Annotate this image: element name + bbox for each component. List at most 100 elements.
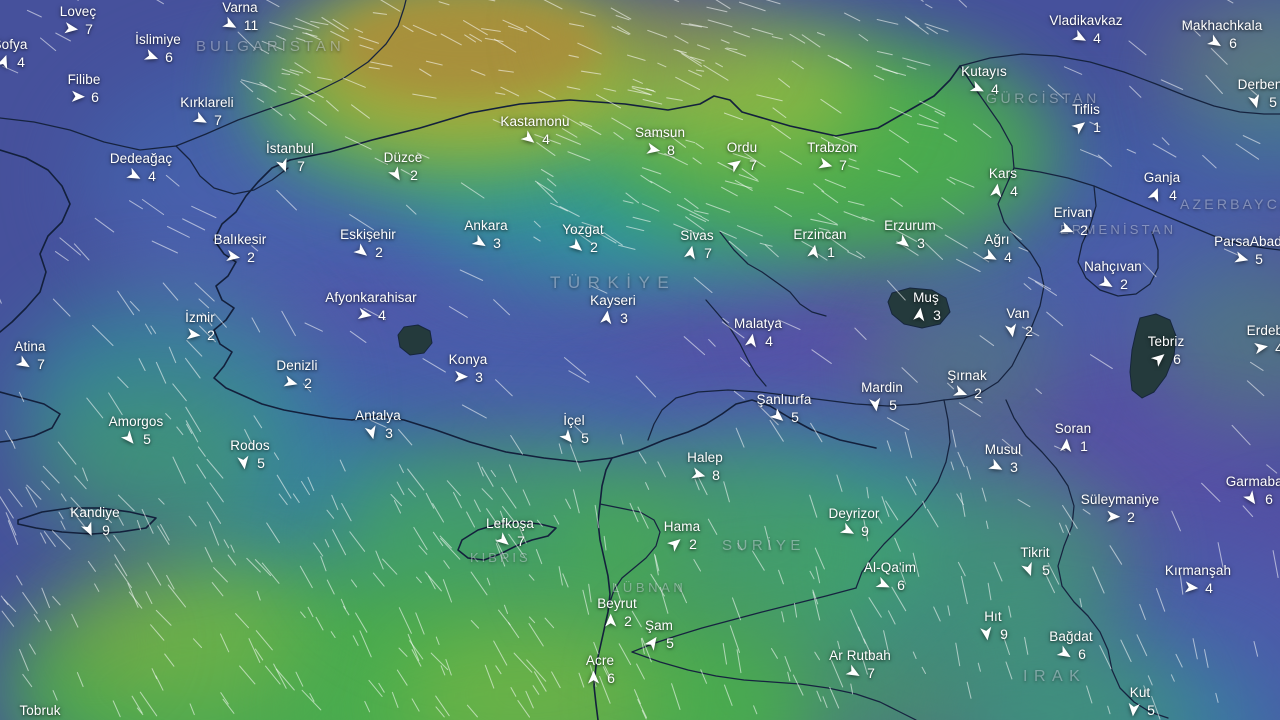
city-wind-marker[interactable]: Trabzon 7 bbox=[807, 140, 857, 173]
city-wind-marker[interactable]: İstanbul 7 bbox=[266, 141, 314, 174]
city-wind-marker[interactable]: Vladikavkaz 4 bbox=[1049, 13, 1122, 46]
wind-streak bbox=[435, 695, 450, 717]
city-wind-marker[interactable]: Ordu 7 bbox=[727, 140, 757, 173]
wind-streak bbox=[522, 489, 531, 506]
city-wind-marker[interactable]: Musul 3 bbox=[985, 442, 1022, 475]
wind-streak bbox=[894, 537, 901, 552]
wind-streak bbox=[525, 25, 550, 41]
city-wind-marker[interactable]: Tebriz 6 bbox=[1148, 334, 1185, 367]
city-wind-marker[interactable]: Kutayıs 4 bbox=[961, 64, 1007, 97]
wind-streak bbox=[666, 97, 683, 101]
city-wind-marker[interactable]: Şam 5 bbox=[644, 618, 674, 651]
city-wind-marker[interactable]: Muş 3 bbox=[911, 290, 941, 323]
city-wind-marker[interactable]: Şanlıurfa 5 bbox=[757, 392, 812, 425]
city-wind-marker[interactable]: Dedeağaç 4 bbox=[110, 151, 172, 184]
city-wind-marker[interactable]: Sivas 7 bbox=[680, 228, 714, 261]
wind-streak bbox=[315, 616, 324, 631]
city-name-label: Ankara bbox=[464, 218, 508, 233]
wind-streak bbox=[156, 0, 164, 5]
city-wind-marker[interactable]: Erdebil4 bbox=[1247, 323, 1280, 356]
city-wind-marker[interactable]: Ar Rutbah 7 bbox=[829, 648, 891, 681]
city-wind-marker[interactable]: Makhachkala 6 bbox=[1182, 18, 1263, 51]
wind-reading-row: 6 bbox=[1148, 350, 1185, 367]
wind-streak bbox=[22, 673, 33, 688]
city-wind-marker[interactable]: Tikrit 5 bbox=[1020, 545, 1050, 578]
city-wind-marker[interactable]: Filibe 6 bbox=[68, 72, 101, 105]
city-wind-marker[interactable]: Loveç 7 bbox=[60, 4, 97, 37]
city-wind-marker[interactable]: İzmir 2 bbox=[185, 310, 215, 343]
wind-streak bbox=[185, 420, 199, 443]
city-wind-marker[interactable]: Malatya 4 bbox=[734, 316, 782, 349]
city-wind-marker[interactable]: Samsun 8 bbox=[635, 125, 685, 158]
city-wind-marker[interactable]: Van 2 bbox=[1003, 306, 1033, 339]
city-wind-marker[interactable]: Erzincan 1 bbox=[793, 227, 846, 260]
city-wind-marker[interactable]: Tiflis 1 bbox=[1071, 102, 1101, 135]
city-wind-marker[interactable]: Bağdat 6 bbox=[1049, 629, 1092, 662]
city-wind-marker[interactable]: Eskişehir 2 bbox=[340, 227, 396, 260]
city-wind-marker[interactable]: Derbent5 bbox=[1238, 77, 1280, 110]
city-wind-marker[interactable]: Lefkoşa 7 bbox=[486, 516, 534, 549]
city-wind-marker[interactable]: Varna 11 bbox=[222, 0, 258, 33]
wind-streak bbox=[732, 153, 757, 162]
city-wind-marker[interactable]: Düzce 2 bbox=[384, 150, 423, 183]
city-wind-marker[interactable]: Ankara 3 bbox=[464, 218, 507, 251]
city-wind-marker[interactable]: Süleymaniye 2 bbox=[1081, 492, 1159, 525]
wind-streak bbox=[155, 609, 172, 626]
wind-speed-value: 3 bbox=[493, 234, 501, 251]
city-wind-marker[interactable]: Beyrut 2 bbox=[597, 596, 637, 629]
city-name-label: Kutayıs bbox=[961, 64, 1007, 79]
city-wind-marker[interactable]: Kandiye 9 bbox=[70, 505, 120, 538]
city-wind-marker[interactable]: ParsaAbad 5 bbox=[1214, 234, 1280, 267]
city-wind-marker[interactable]: Kars 4 bbox=[988, 166, 1018, 199]
city-wind-marker[interactable]: Balıkesir 2 bbox=[214, 232, 267, 265]
city-wind-marker[interactable]: Erivan 2 bbox=[1054, 205, 1093, 238]
wind-streak bbox=[536, 182, 558, 204]
wind-streak bbox=[349, 214, 375, 231]
wind-streak bbox=[1079, 598, 1083, 608]
wind-streak bbox=[688, 23, 708, 29]
city-wind-marker[interactable]: Kırklareli 7 bbox=[180, 95, 234, 128]
city-wind-marker[interactable]: Denizli 2 bbox=[276, 358, 317, 391]
city-wind-marker[interactable]: Sofya4 bbox=[0, 37, 28, 70]
city-wind-marker[interactable]: Yozgat 2 bbox=[562, 222, 603, 255]
city-wind-marker[interactable]: Kayseri 3 bbox=[590, 293, 636, 326]
wind-streak bbox=[956, 258, 981, 273]
city-wind-marker[interactable]: Atina 7 bbox=[14, 339, 45, 372]
city-wind-marker[interactable]: Tobruk bbox=[19, 703, 60, 718]
wind-streak bbox=[1079, 149, 1103, 160]
city-wind-marker[interactable]: Şırnak 2 bbox=[947, 368, 987, 401]
city-wind-marker[interactable]: Al-Qa'im 6 bbox=[864, 560, 916, 593]
wind-reading-row: 6 bbox=[1226, 490, 1280, 507]
city-wind-marker[interactable]: İçel 5 bbox=[559, 413, 589, 446]
city-wind-marker[interactable]: Acre 6 bbox=[585, 653, 615, 686]
wind-streak bbox=[722, 642, 728, 665]
wind-streak bbox=[339, 459, 346, 472]
city-wind-marker[interactable]: Erzurum 3 bbox=[884, 218, 936, 251]
city-wind-marker[interactable]: Kırmanşah 4 bbox=[1165, 563, 1231, 596]
city-wind-marker[interactable]: Garmabad6 bbox=[1226, 474, 1280, 507]
city-wind-marker[interactable]: Antalya 3 bbox=[355, 408, 401, 441]
city-wind-marker[interactable]: Halep 8 bbox=[687, 450, 723, 483]
wind-streak bbox=[771, 124, 791, 140]
wind-streak bbox=[495, 542, 506, 567]
wind-streak bbox=[534, 180, 554, 193]
city-wind-marker[interactable]: Kut 5 bbox=[1125, 685, 1155, 718]
city-wind-marker[interactable]: Deyrizor 9 bbox=[828, 506, 879, 539]
city-wind-marker[interactable]: Ganja 4 bbox=[1144, 170, 1181, 203]
city-wind-marker[interactable]: Konya 3 bbox=[449, 352, 488, 385]
city-wind-marker[interactable]: Hıt 9 bbox=[978, 609, 1008, 642]
city-wind-marker[interactable]: Ağrı 4 bbox=[982, 232, 1012, 265]
city-wind-marker[interactable]: Hama 2 bbox=[664, 519, 700, 552]
city-wind-marker[interactable]: Mardin 5 bbox=[861, 380, 903, 413]
city-wind-marker[interactable]: İslimiye 6 bbox=[135, 32, 181, 65]
wind-streak bbox=[448, 306, 468, 318]
wind-streak bbox=[301, 689, 322, 711]
wind-speed-value: 8 bbox=[712, 466, 720, 483]
city-wind-marker[interactable]: Nahçıvan 2 bbox=[1084, 259, 1142, 292]
city-wind-marker[interactable]: Kastamonu 4 bbox=[500, 114, 569, 147]
city-wind-marker[interactable]: Amorgos 5 bbox=[109, 414, 164, 447]
city-wind-marker[interactable]: Soran 1 bbox=[1055, 421, 1092, 454]
city-wind-marker[interactable]: Afyonkarahisar 4 bbox=[325, 290, 416, 323]
city-wind-marker[interactable]: Rodos 5 bbox=[230, 438, 270, 471]
